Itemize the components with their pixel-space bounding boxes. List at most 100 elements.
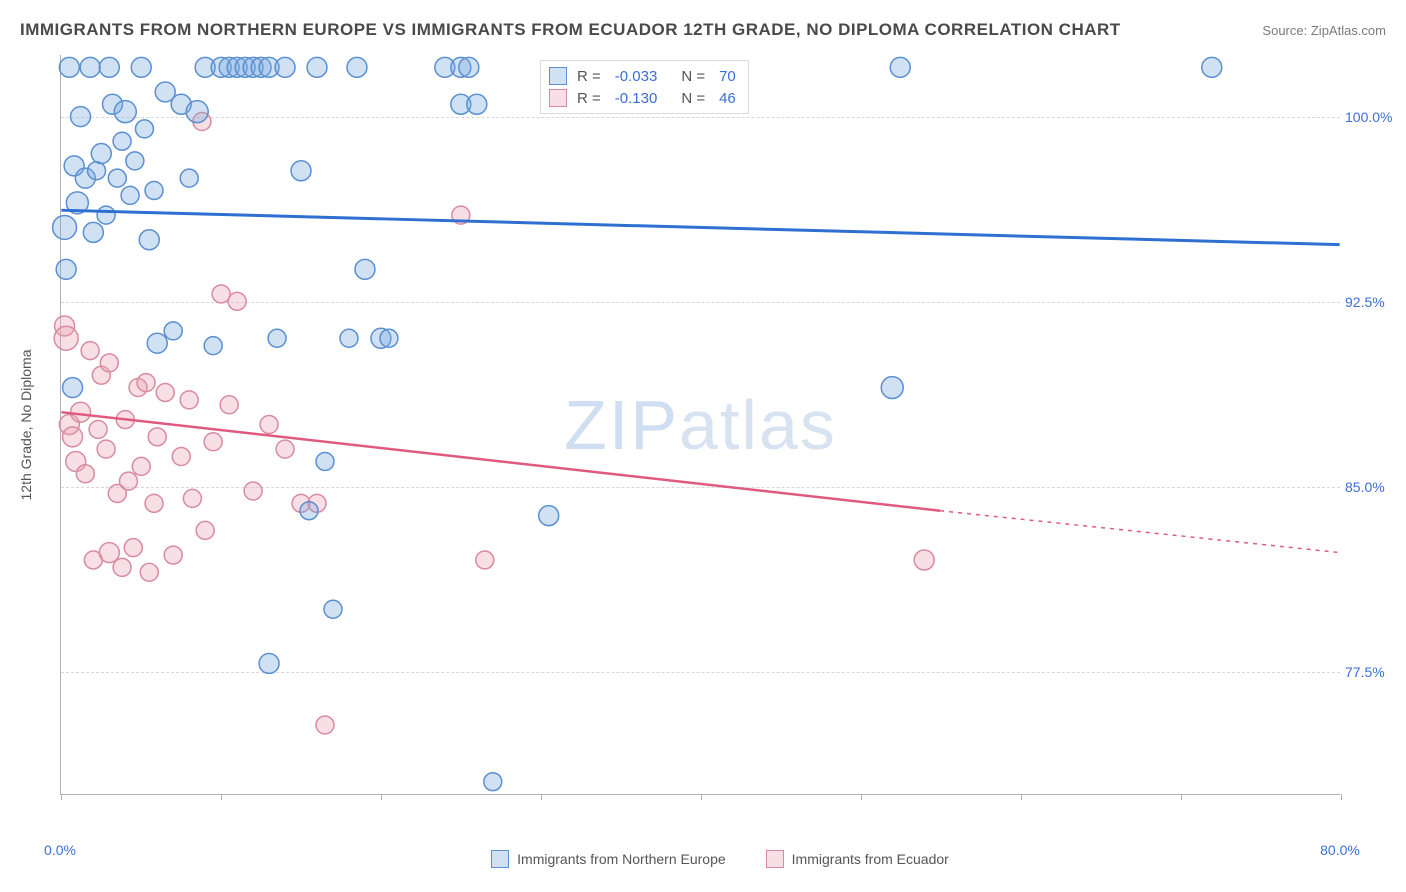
legend-n-label: N =	[681, 90, 705, 107]
legend-n-value: 70	[719, 68, 736, 85]
x-tick	[701, 794, 702, 800]
legend-series-item: Immigrants from Ecuador	[766, 850, 949, 868]
legend-series-item: Immigrants from Northern Europe	[491, 850, 726, 868]
scatter-point	[121, 186, 139, 204]
scatter-point	[380, 329, 398, 347]
plot-svg	[61, 55, 1340, 794]
scatter-point	[119, 472, 137, 490]
scatter-point	[97, 206, 115, 224]
scatter-point	[145, 181, 163, 199]
source-attribution: Source: ZipAtlas.com	[1262, 23, 1386, 38]
scatter-point	[204, 433, 222, 451]
scatter-point	[172, 448, 190, 466]
x-tick	[1181, 794, 1182, 800]
y-tick-label: 100.0%	[1345, 109, 1395, 125]
scatter-point	[186, 101, 208, 123]
trend-line	[61, 210, 1339, 244]
legend-series-label: Immigrants from Northern Europe	[517, 851, 726, 867]
scatter-point	[135, 120, 153, 138]
scatter-point	[244, 482, 262, 500]
legend-row: R = -0.130 N = 46	[549, 87, 740, 109]
legend-n-label: N =	[681, 68, 705, 85]
x-axis-min-label: 0.0%	[44, 842, 76, 858]
scatter-point	[132, 457, 150, 475]
scatter-point	[276, 440, 294, 458]
scatter-point	[484, 773, 502, 791]
scatter-point	[54, 326, 78, 350]
scatter-point	[126, 152, 144, 170]
scatter-point	[140, 563, 158, 581]
scatter-point	[1202, 57, 1222, 77]
legend-series: Immigrants from Northern Europe Immigran…	[60, 850, 1380, 868]
scatter-point	[131, 57, 151, 77]
scatter-point	[228, 292, 246, 310]
legend-r-label: R =	[577, 68, 601, 85]
scatter-point	[76, 465, 94, 483]
scatter-point	[220, 396, 238, 414]
scatter-point	[124, 539, 142, 557]
y-tick-label: 77.5%	[1345, 664, 1395, 680]
scatter-point	[114, 101, 136, 123]
legend-swatch-icon	[549, 89, 567, 107]
scatter-point	[476, 551, 494, 569]
scatter-point	[300, 502, 318, 520]
scatter-point	[275, 57, 295, 77]
scatter-point	[147, 333, 167, 353]
legend-swatch-icon	[549, 67, 567, 85]
legend-n-value: 46	[719, 90, 736, 107]
scatter-point	[71, 402, 91, 422]
scatter-point	[113, 132, 131, 150]
scatter-point	[81, 342, 99, 360]
scatter-point	[139, 230, 159, 250]
scatter-point	[459, 57, 479, 77]
scatter-point	[100, 354, 118, 372]
scatter-point	[316, 452, 334, 470]
scatter-point	[890, 57, 910, 77]
scatter-point	[156, 383, 174, 401]
scatter-point	[91, 144, 111, 164]
scatter-point	[88, 162, 106, 180]
legend-correlation: R = -0.033 N = 70 R = -0.130 N = 46	[540, 60, 749, 114]
scatter-point	[340, 329, 358, 347]
scatter-point	[268, 329, 286, 347]
scatter-point	[148, 428, 166, 446]
scatter-point	[204, 337, 222, 355]
scatter-point	[99, 57, 119, 77]
x-tick	[861, 794, 862, 800]
scatter-point	[539, 506, 559, 526]
y-axis-title: 12th Grade, No Diploma	[18, 349, 34, 500]
scatter-point	[347, 57, 367, 77]
chart-container: 12th Grade, No Diploma ZIPatlas 77.5%85.…	[60, 55, 1380, 830]
scatter-point	[316, 716, 334, 734]
scatter-point	[63, 378, 83, 398]
x-tick	[221, 794, 222, 800]
chart-title: IMMIGRANTS FROM NORTHERN EUROPE VS IMMIG…	[20, 20, 1121, 40]
scatter-point	[212, 285, 230, 303]
scatter-point	[145, 494, 163, 512]
scatter-point	[164, 546, 182, 564]
scatter-point	[108, 169, 126, 187]
scatter-point	[914, 550, 934, 570]
scatter-point	[56, 259, 76, 279]
scatter-point	[80, 57, 100, 77]
scatter-point	[183, 489, 201, 507]
scatter-point	[881, 377, 903, 399]
legend-row: R = -0.033 N = 70	[549, 65, 740, 87]
scatter-point	[324, 600, 342, 618]
legend-r-value: -0.130	[615, 90, 658, 107]
scatter-point	[137, 374, 155, 392]
scatter-point	[53, 215, 77, 239]
x-tick	[541, 794, 542, 800]
x-tick	[61, 794, 62, 800]
y-tick-label: 92.5%	[1345, 294, 1395, 310]
scatter-point	[89, 420, 107, 438]
scatter-point	[180, 169, 198, 187]
x-tick	[1021, 794, 1022, 800]
scatter-point	[355, 259, 375, 279]
scatter-point	[259, 653, 279, 673]
x-tick	[381, 794, 382, 800]
scatter-point	[164, 322, 182, 340]
scatter-point	[180, 391, 198, 409]
trend-line	[940, 511, 1339, 553]
legend-r-label: R =	[577, 90, 601, 107]
